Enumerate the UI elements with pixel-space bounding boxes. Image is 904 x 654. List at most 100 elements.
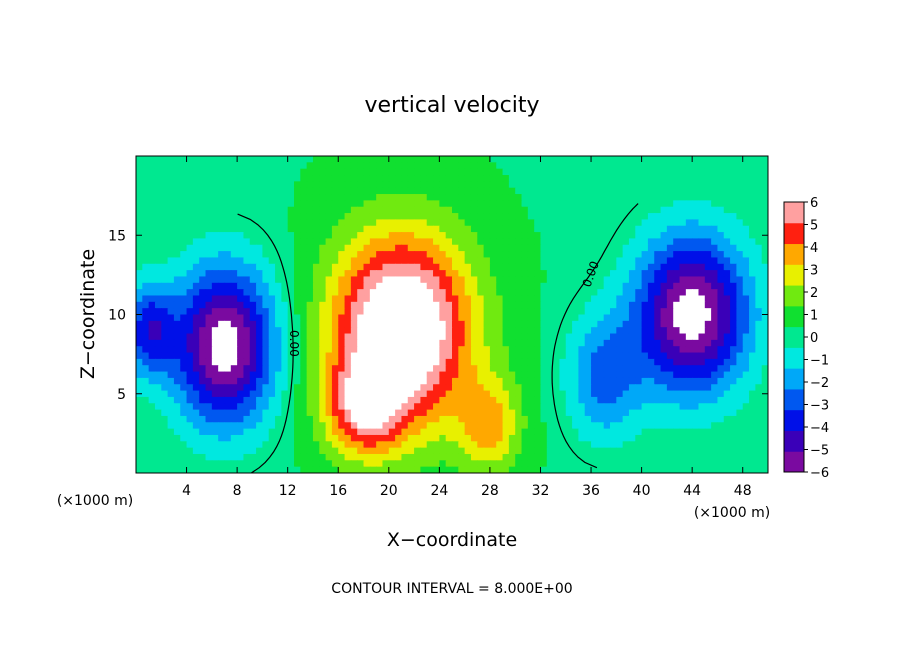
field-cell [477,270,485,278]
field-cell [218,168,226,176]
field-cell [755,434,763,442]
field-cell [363,194,371,201]
field-cell [142,295,150,303]
field-cell [572,352,579,360]
field-cell [685,453,693,461]
field-cell [268,390,276,398]
field-cell [654,270,662,278]
field-cell [515,301,523,309]
field-cell [508,175,516,182]
field-cell [660,263,668,271]
field-cell [584,156,592,163]
field-cell [275,200,282,208]
field-cell [635,428,643,436]
field-cell [186,187,194,195]
field-cell [647,187,655,195]
field-cell [704,396,712,404]
field-cell [717,225,725,233]
field-cell [344,314,352,322]
field-cell [218,384,226,392]
field-cell [199,346,207,354]
field-cell [635,390,643,398]
field-cell [470,162,478,170]
field-cell [319,403,327,411]
field-cell [692,441,700,449]
field-cell [344,403,352,411]
field-cell [154,175,162,182]
field-cell [319,175,327,182]
field-cell [382,390,390,398]
field-cell [502,187,510,195]
field-cell [597,415,605,423]
field-cell [692,466,700,473]
field-cell [363,162,371,170]
field-cell [300,409,308,417]
field-cell [603,409,611,417]
field-cell [489,390,497,398]
field-cell [218,352,226,360]
field-cell [742,175,750,182]
field-cell [616,282,624,290]
field-cell [628,441,636,449]
field-cell [268,257,276,265]
field-cell [167,206,175,214]
field-cell [148,384,156,392]
field-cell [376,333,384,341]
field-cell [742,187,750,195]
field-cell [312,289,320,297]
field-cell [477,219,485,227]
field-cell [237,327,245,335]
field-cell [388,352,396,360]
field-cell [205,384,213,392]
field-cell [256,403,263,411]
field-cell [628,384,636,392]
field-cell [755,244,763,252]
field-cell [685,320,693,328]
field-cell [572,276,579,284]
field-cell [717,422,725,430]
field-cell [717,175,725,182]
field-cell [136,175,143,182]
field-cell [641,314,649,322]
field-cell [736,263,744,271]
field-cell [704,156,712,163]
field-cell [161,156,169,163]
field-cell [616,415,624,423]
field-cell [136,314,143,322]
field-cell [154,181,162,189]
field-cell [445,415,453,423]
field-cell [730,377,737,385]
field-cell [749,251,756,259]
field-cell [603,377,611,385]
field-cell [205,276,213,284]
field-cell [218,441,226,449]
field-cell [407,415,415,423]
field-cell [407,371,415,379]
field-cell [660,162,668,170]
field-cell [603,320,611,328]
field-cell [742,200,750,208]
field-cell [452,232,459,240]
field-cell [388,213,396,220]
field-cell [742,346,750,354]
field-cell [711,339,719,347]
field-cell [742,276,750,284]
field-cell [704,295,712,303]
field-cell [761,352,768,360]
field-cell [452,251,459,259]
field-cell [211,289,219,297]
field-cell [186,213,194,220]
field-cell [527,308,535,316]
field-cell [755,390,763,398]
field-cell [679,327,687,335]
field-cell [218,301,226,309]
field-cell [414,409,421,417]
field-cell [761,422,768,430]
field-cell [723,320,731,328]
field-cell [654,447,662,455]
field-cell [243,244,251,252]
field-cell [730,175,737,182]
field-cell [325,320,333,328]
field-cell [622,365,630,373]
field-cell [433,441,440,449]
